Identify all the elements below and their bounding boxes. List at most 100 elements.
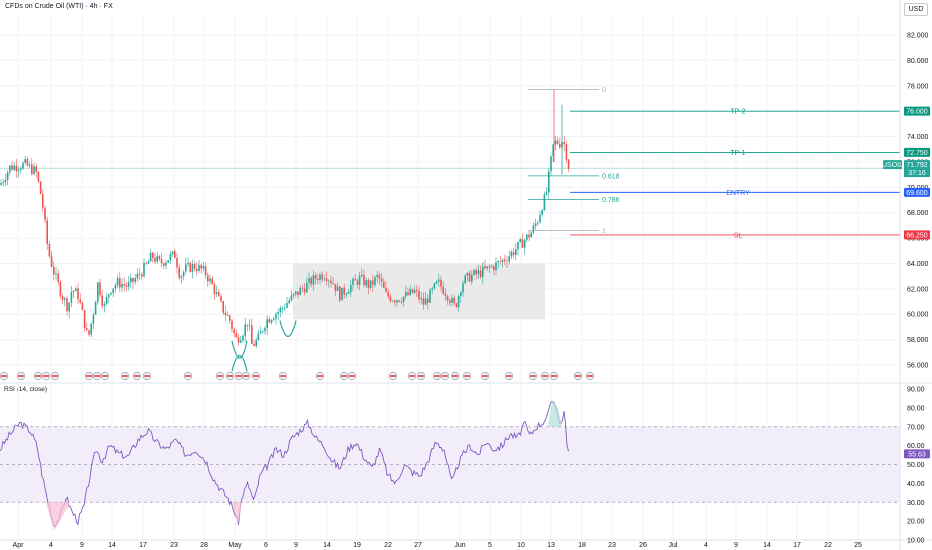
candle-body	[224, 312, 227, 316]
candle-body	[332, 283, 334, 285]
candle-body	[374, 276, 376, 285]
candle-body	[143, 262, 145, 277]
candle-body	[253, 343, 255, 347]
candle-body	[196, 268, 198, 272]
candle-body	[204, 266, 207, 276]
candle-body	[218, 292, 220, 297]
bottom-curve-1	[231, 340, 248, 359]
candle-body	[182, 271, 185, 277]
us-flag-stripe	[94, 375, 100, 377]
candle-body	[270, 320, 273, 323]
currency-button[interactable]: USD	[904, 3, 928, 16]
candle-body	[528, 234, 530, 238]
us-flag-stripe	[18, 375, 24, 377]
candle-body	[189, 262, 191, 272]
candle-body	[158, 256, 161, 260]
time-tick-label: 14	[763, 542, 771, 549]
candle-body	[17, 169, 20, 172]
candle-body	[510, 251, 513, 257]
candle-body	[539, 214, 541, 223]
rsi-tick-label: 80.00	[907, 405, 925, 412]
us-flag-stripe	[134, 375, 140, 377]
symbol-tag	[883, 160, 902, 170]
candle-body	[20, 168, 22, 170]
candle-body	[198, 264, 200, 272]
candle-body	[242, 335, 244, 341]
fib-label: 0	[602, 87, 606, 94]
candle-body	[268, 319, 271, 323]
candle-body	[317, 279, 319, 281]
candle-body	[97, 282, 99, 302]
candle-body	[141, 274, 143, 277]
candle-body	[328, 280, 330, 282]
rsi-pane	[0, 400, 900, 531]
candle-body	[79, 299, 81, 303]
time-tick-label: 17	[793, 542, 801, 549]
time-tick-label: 26	[639, 542, 647, 549]
time-tick-label: May	[228, 542, 242, 549]
level-label: SL	[734, 232, 743, 239]
candle-body	[308, 277, 310, 283]
candle-body	[565, 144, 568, 160]
candle-body	[394, 300, 396, 303]
candle-body	[354, 278, 356, 281]
candle-body	[277, 312, 279, 314]
candle-body	[484, 266, 486, 269]
candle-body	[226, 315, 229, 316]
candle-body	[222, 301, 224, 313]
candle-body	[119, 278, 121, 288]
candle-body	[517, 242, 519, 250]
candle-body	[400, 301, 403, 303]
candle-body	[303, 288, 306, 293]
candle-body	[545, 192, 548, 195]
candle-body	[407, 292, 409, 295]
candle-body	[108, 294, 110, 298]
level-price-label: 69.600	[906, 190, 928, 197]
candle-body	[165, 262, 167, 266]
time-tick-label: 17	[139, 542, 147, 549]
candle-body	[433, 283, 436, 289]
candle-body	[358, 276, 361, 285]
level-label: ENTRY	[726, 190, 750, 197]
candle-body	[167, 260, 169, 263]
candle-body	[90, 323, 92, 335]
us-flag-stripe	[530, 375, 536, 377]
candle-body	[116, 278, 119, 286]
candle-body	[519, 239, 521, 243]
candle-body	[356, 280, 359, 285]
candle-body	[125, 285, 128, 287]
candle-body	[39, 181, 42, 195]
candle-body	[352, 278, 354, 285]
candle-body	[156, 256, 158, 262]
candle-body	[70, 292, 73, 303]
candle-body	[442, 286, 444, 294]
candle-body	[286, 303, 288, 308]
candle-body	[548, 171, 550, 193]
candle-body	[512, 251, 515, 255]
candle-body	[13, 165, 15, 170]
candle-body	[187, 262, 189, 265]
candle-body	[171, 251, 174, 255]
us-flag-stripe	[542, 375, 548, 377]
candle-body	[202, 266, 205, 269]
candle-body	[455, 303, 458, 308]
candle-body	[191, 263, 194, 272]
us-flag-stripe	[418, 375, 424, 377]
candle-body	[259, 331, 262, 334]
candle-body	[482, 266, 484, 277]
candle-body	[42, 194, 44, 208]
candle-body	[127, 282, 130, 287]
candle-body	[323, 278, 326, 280]
us-flag-stripe	[122, 375, 128, 377]
candle-body	[486, 266, 488, 269]
candle-body	[44, 207, 46, 221]
us-flag-stripe	[253, 375, 259, 377]
level-price-label: 76.000	[906, 109, 928, 116]
countdown-label: 37:16	[908, 170, 926, 177]
candle-body	[178, 267, 180, 279]
candle-body	[193, 263, 196, 269]
rsi-tick-label: 40.00	[907, 481, 925, 488]
rsi-value-label: 55.63	[908, 451, 926, 458]
time-tick-label: 13	[547, 542, 555, 549]
